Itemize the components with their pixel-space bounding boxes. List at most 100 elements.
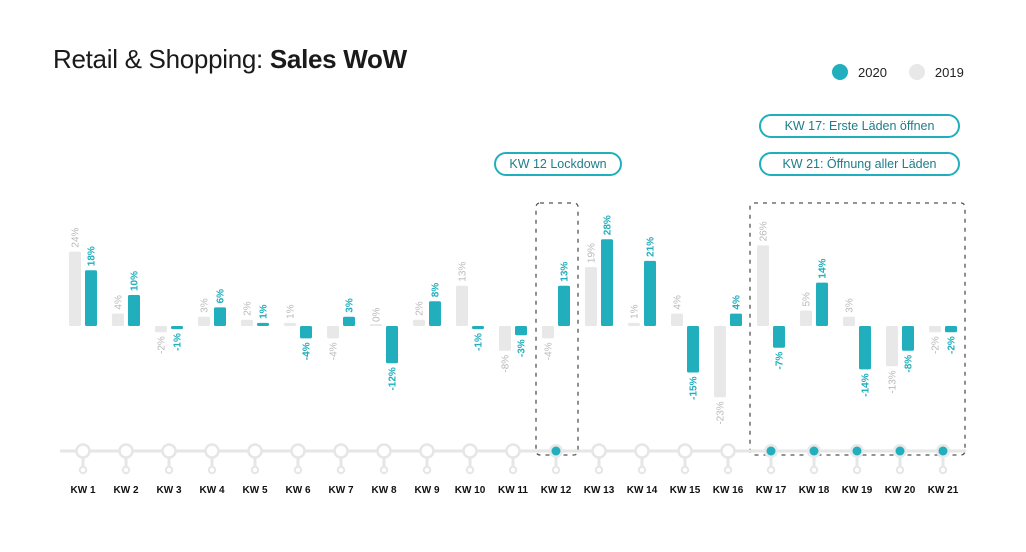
legend-swatch-2019 <box>908 64 925 80</box>
bar-2020-kw8 <box>386 326 398 364</box>
legend: 2020 2019 <box>832 64 986 80</box>
data-label-2020-kw7: 3% <box>345 298 356 313</box>
bar-2019-kw11 <box>499 326 511 351</box>
data-label-2020-kw16: 4% <box>732 295 743 310</box>
data-label-2019-kw4: 3% <box>200 298 211 313</box>
data-label-2020-kw19: -14% <box>861 373 872 396</box>
chart-title: Retail & Shopping: Sales WoW <box>53 44 407 75</box>
timeline-end-dot-kw7 <box>336 465 346 475</box>
timeline-node-kw7 <box>333 443 349 459</box>
tick-label-kw13: KW 13 <box>584 485 615 496</box>
timeline-node-kw18 <box>809 446 819 456</box>
data-label-2019-kw10: 13% <box>458 262 469 282</box>
bar-2020-kw5 <box>257 322 269 326</box>
data-label-2019-kw19: 3% <box>845 298 856 313</box>
timeline-end-dot-kw20 <box>895 465 905 475</box>
bar-2020-kw14 <box>644 260 656 326</box>
timeline-end-dot-kw4 <box>207 465 217 475</box>
data-label-2020-kw8: -12% <box>388 367 399 390</box>
timeline-node-kw16 <box>720 443 736 459</box>
bar-2020-kw15 <box>687 326 699 373</box>
timeline-node-kw3 <box>161 443 177 459</box>
data-label-2020-kw18: 14% <box>818 258 829 278</box>
timeline-node-kw10 <box>462 443 478 459</box>
data-label-2020-kw21: -2% <box>947 336 958 354</box>
tick-label-kw21: KW 21 <box>928 485 959 496</box>
timeline-end-dot-kw16 <box>723 465 733 475</box>
timeline-end-dot-kw10 <box>465 465 475 475</box>
timeline-node-kw14 <box>634 443 650 459</box>
timeline-node-kw12 <box>551 446 561 456</box>
bar-2019-kw1 <box>69 251 81 326</box>
data-label-2020-kw14: 21% <box>646 237 657 257</box>
tick-label-kw18: KW 18 <box>799 485 830 496</box>
timeline-end-dot-kw17 <box>766 465 776 475</box>
tick-label-kw5: KW 5 <box>243 485 268 496</box>
data-label-2020-kw6: -4% <box>302 342 313 360</box>
data-label-2020-kw11: -3% <box>517 339 528 357</box>
bar-2019-kw3 <box>155 326 167 333</box>
tick-label-kw12: KW 12 <box>541 485 572 496</box>
data-label-2019-kw1: 24% <box>71 227 82 247</box>
data-label-2020-kw20: -8% <box>904 355 915 373</box>
data-label-2019-kw2: 4% <box>114 295 125 310</box>
bar-2019-kw18 <box>800 310 812 326</box>
tick-label-kw15: KW 15 <box>670 485 701 496</box>
timeline-node-kw20 <box>895 446 905 456</box>
bar-2019-kw9 <box>413 319 425 326</box>
timeline-node-kw9 <box>419 443 435 459</box>
bar-2020-kw13 <box>601 239 613 326</box>
tick-label-kw10: KW 10 <box>455 485 486 496</box>
timeline-end-dot-kw13 <box>594 465 604 475</box>
data-label-2019-kw5: 2% <box>243 301 254 316</box>
timeline-node-kw1 <box>75 443 91 459</box>
data-label-2020-kw15: -15% <box>689 376 700 399</box>
tick-label-kw4: KW 4 <box>200 485 225 496</box>
timeline-end-dot-kw12 <box>551 465 561 475</box>
tick-label-kw20: KW 20 <box>885 485 916 496</box>
legend-label-2019: 2019 <box>934 64 964 80</box>
tick-label-kw1: KW 1 <box>71 485 96 496</box>
data-label-2019-kw20: -13% <box>888 370 899 393</box>
bar-2020-kw4 <box>214 307 226 326</box>
data-label-2019-kw13: 19% <box>587 243 598 263</box>
data-label-2019-kw7: -4% <box>329 342 340 360</box>
legend-item-2020: 2020 <box>832 64 887 80</box>
data-label-2020-kw2: 10% <box>130 271 141 291</box>
timeline-end-dot-kw15 <box>680 465 690 475</box>
bar-2020-kw6 <box>300 326 312 339</box>
bar-2020-kw17 <box>773 326 785 348</box>
data-label-2019-kw14: 1% <box>630 304 641 319</box>
chart-title-regular: Retail & Shopping: <box>53 44 270 74</box>
data-label-2020-kw17: -7% <box>775 352 786 370</box>
tick-label-kw7: KW 7 <box>329 485 354 496</box>
bar-2019-kw8 <box>370 324 382 326</box>
data-label-2019-kw9: 2% <box>415 301 426 316</box>
data-label-2020-kw10: -1% <box>474 333 485 351</box>
data-label-2019-kw18: 5% <box>802 292 813 307</box>
bar-2020-kw16 <box>730 313 742 326</box>
bar-2019-kw19 <box>843 316 855 326</box>
bar-2020-kw1 <box>85 270 97 326</box>
data-label-2019-kw6: 1% <box>286 304 297 319</box>
bar-2020-kw9 <box>429 301 441 326</box>
timeline-end-dot-kw19 <box>852 465 862 475</box>
bar-2019-kw14 <box>628 322 640 326</box>
timeline-node-kw15 <box>677 443 693 459</box>
timeline-end-dot-kw21 <box>938 465 948 475</box>
bar-2019-kw6 <box>284 322 296 326</box>
timeline-end-dot-kw8 <box>379 465 389 475</box>
bar-2020-kw11 <box>515 326 527 336</box>
bar-2019-kw12 <box>542 326 554 339</box>
bar-2020-kw19 <box>859 326 871 370</box>
bar-2020-kw3 <box>171 326 183 330</box>
data-label-2019-kw15: 4% <box>673 295 684 310</box>
bar-2019-kw7 <box>327 326 339 339</box>
bar-2020-kw2 <box>128 295 140 326</box>
tick-label-kw17: KW 17 <box>756 485 787 496</box>
timeline-node-kw2 <box>118 443 134 459</box>
bar-2019-kw13 <box>585 267 597 326</box>
data-label-2019-kw8: 0% <box>372 307 383 322</box>
data-label-2019-kw21: -2% <box>931 336 942 354</box>
